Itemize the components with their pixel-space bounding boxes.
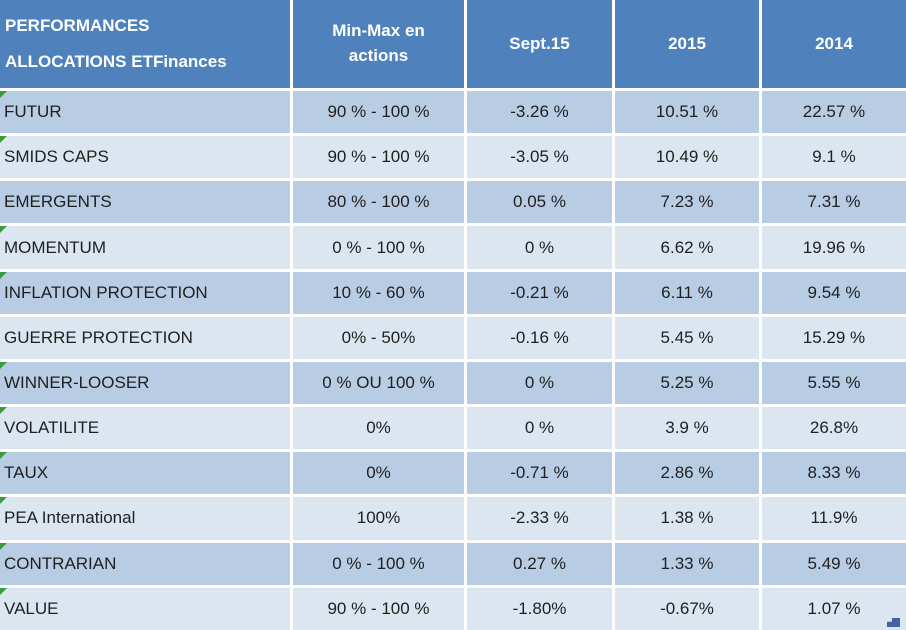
cell-minmax[interactable]: 100% [293, 497, 464, 540]
cell-minmax[interactable]: 10 % - 60 % [293, 271, 464, 314]
error-indicator-icon [0, 407, 7, 415]
row-label-cell[interactable]: CONTRARIAN [0, 542, 290, 585]
cell-2014[interactable]: 1.07 % [762, 587, 906, 630]
row-label: CONTRARIAN [4, 553, 117, 573]
cell-sept15[interactable]: 0.05 % [467, 181, 612, 224]
error-indicator-icon [0, 136, 7, 144]
row-label-cell[interactable]: EMERGENTS [0, 181, 290, 224]
cell-sept15[interactable]: 0 % [467, 407, 612, 450]
row-label: TAUX [4, 463, 49, 483]
cell-2014[interactable]: 9.54 % [762, 271, 906, 314]
row-label: EMERGENTS [4, 192, 112, 212]
column-header-2014[interactable]: 2014 [762, 0, 906, 88]
row-label-cell[interactable]: GUERRE PROTECTION [0, 316, 290, 359]
cell-2015[interactable]: -0.67% [615, 587, 759, 630]
row-label-cell[interactable]: PEA International [0, 497, 290, 540]
error-indicator-icon [0, 452, 7, 460]
cell-2015[interactable]: 10.51 % [615, 91, 759, 134]
error-indicator-icon [0, 91, 7, 98]
cell-minmax[interactable]: 0 % OU 100 % [293, 361, 464, 405]
column-header-sept15[interactable]: Sept.15 [467, 0, 612, 88]
row-label: MOMENTUM [4, 237, 106, 257]
cell-minmax[interactable]: 0% [293, 452, 464, 495]
row-label-cell[interactable]: TAUX [0, 452, 290, 495]
cell-2015[interactable]: 3.9 % [615, 407, 759, 450]
cell-2014[interactable]: 15.29 % [762, 316, 906, 359]
table-corner-header-cell[interactable]: PERFORMANCES ALLOCATIONS ETFinances [0, 0, 290, 88]
cell-2014[interactable]: 8.33 % [762, 452, 906, 495]
cell-2014[interactable]: 9.1 % [762, 136, 906, 179]
fill-handle-icon[interactable] [887, 618, 900, 627]
cell-2015[interactable]: 2.86 % [615, 452, 759, 495]
table-title: PERFORMANCES ALLOCATIONS ETFinances [5, 8, 227, 80]
cell-sept15[interactable]: -0.21 % [467, 271, 612, 314]
cell-sept15[interactable]: 0 % [467, 361, 612, 405]
error-indicator-icon [0, 497, 7, 505]
row-label-cell[interactable]: VALUE [0, 587, 290, 630]
cell-2014[interactable]: 11.9% [762, 497, 906, 540]
cell-2014[interactable]: 7.31 % [762, 181, 906, 224]
row-label-cell[interactable]: MOMENTUM [0, 226, 290, 269]
cell-sept15[interactable]: -3.05 % [467, 136, 612, 179]
cell-2015[interactable]: 5.25 % [615, 361, 759, 405]
cell-sept15[interactable]: 0.27 % [467, 542, 612, 585]
cell-minmax[interactable]: 0% - 50% [293, 316, 464, 359]
row-label: VOLATILITE [4, 418, 100, 438]
cell-2014[interactable]: 22.57 % [762, 91, 906, 134]
row-label: GUERRE PROTECTION [4, 327, 193, 347]
row-label-cell[interactable]: SMIDS CAPS [0, 136, 290, 179]
cell-2015[interactable]: 1.33 % [615, 542, 759, 585]
row-label-cell[interactable]: INFLATION PROTECTION [0, 271, 290, 314]
error-indicator-icon [0, 226, 7, 234]
row-label-cell[interactable]: VOLATILITE [0, 407, 290, 450]
row-label: FUTUR [4, 102, 62, 122]
cell-2014[interactable]: 19.96 % [762, 226, 906, 269]
row-label: PEA International [4, 508, 136, 528]
cell-minmax[interactable]: 0 % - 100 % [293, 226, 464, 269]
cell-2015[interactable]: 7.23 % [615, 181, 759, 224]
error-indicator-icon [0, 542, 7, 550]
row-label-cell[interactable]: WINNER-LOOSER [0, 361, 290, 405]
table-title-line1: PERFORMANCES [5, 16, 150, 35]
column-header-minmax[interactable]: Min-Max en actions [293, 0, 464, 88]
error-indicator-icon [0, 587, 7, 595]
cell-minmax[interactable]: 90 % - 100 % [293, 136, 464, 179]
error-indicator-icon [0, 271, 7, 279]
cell-sept15[interactable]: -0.16 % [467, 316, 612, 359]
row-label: VALUE [4, 598, 59, 618]
row-label: INFLATION PROTECTION [4, 282, 208, 302]
cell-2015[interactable]: 1.38 % [615, 497, 759, 540]
cell-sept15[interactable]: -0.71 % [467, 452, 612, 495]
cell-2015[interactable]: 6.11 % [615, 271, 759, 314]
cell-2015[interactable]: 10.49 % [615, 136, 759, 179]
cell-2014[interactable]: 5.55 % [762, 361, 906, 405]
cell-sept15[interactable]: -1.80% [467, 587, 612, 630]
cell-sept15[interactable]: -3.26 % [467, 91, 612, 134]
error-indicator-icon [0, 361, 7, 369]
cell-minmax[interactable]: 90 % - 100 % [293, 587, 464, 630]
row-label-cell[interactable]: FUTUR [0, 91, 290, 134]
cell-2015[interactable]: 6.62 % [615, 226, 759, 269]
cell-sept15[interactable]: -2.33 % [467, 497, 612, 540]
table-title-line2: ALLOCATIONS ETFinances [5, 52, 227, 71]
cell-2015[interactable]: 5.45 % [615, 316, 759, 359]
row-label: WINNER-LOOSER [4, 373, 150, 393]
cell-minmax[interactable]: 0 % - 100 % [293, 542, 464, 585]
cell-2014[interactable]: 26.8% [762, 407, 906, 450]
cell-minmax[interactable]: 0% [293, 407, 464, 450]
cell-minmax[interactable]: 80 % - 100 % [293, 181, 464, 224]
column-header-2015[interactable]: 2015 [615, 0, 759, 88]
cell-sept15[interactable]: 0 % [467, 226, 612, 269]
cell-2014[interactable]: 5.49 % [762, 542, 906, 585]
cell-minmax[interactable]: 90 % - 100 % [293, 91, 464, 134]
row-label: SMIDS CAPS [4, 147, 109, 167]
